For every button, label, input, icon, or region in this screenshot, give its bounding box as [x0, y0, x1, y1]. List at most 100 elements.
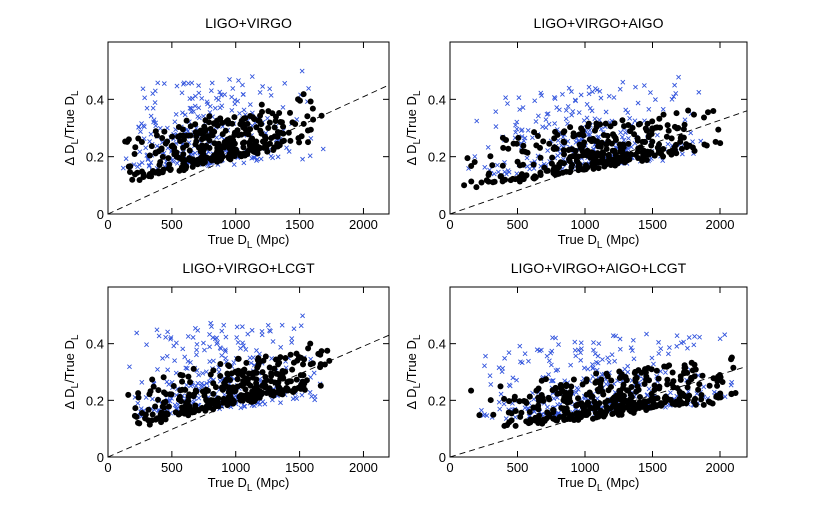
dot-point — [635, 154, 642, 161]
cross-point — [717, 336, 723, 342]
cross-point — [221, 322, 227, 328]
dot-point — [656, 115, 663, 122]
dot-point — [683, 144, 690, 151]
cross-point — [207, 344, 212, 350]
cross-point — [697, 334, 702, 340]
dot-point — [534, 133, 541, 140]
cross-point — [154, 143, 160, 149]
dot-point — [195, 159, 202, 166]
panel-title: LIGO+VIRGO+AIGO+LCGT — [511, 260, 687, 276]
dot-point — [255, 355, 262, 362]
dot-point — [590, 135, 597, 142]
dot-point — [226, 145, 233, 152]
dot-point — [189, 159, 196, 166]
cross-point — [171, 343, 177, 349]
dot-point — [550, 170, 557, 177]
dot-point — [185, 402, 192, 409]
cross-point — [184, 365, 190, 371]
cross-point — [199, 380, 205, 386]
cross-point — [627, 115, 633, 121]
dot-point — [256, 394, 263, 401]
dot-point — [678, 145, 685, 152]
dot-point — [620, 398, 627, 405]
dot-point — [179, 378, 186, 385]
dot-point — [664, 381, 671, 388]
cross-point — [679, 151, 685, 157]
dot-point — [634, 135, 641, 142]
dot-point — [237, 397, 244, 404]
dot-point — [561, 128, 568, 135]
cross-point — [298, 323, 304, 329]
dot-point — [161, 389, 168, 396]
dot-point — [230, 151, 237, 158]
cross-point — [192, 103, 198, 109]
cross-point — [513, 129, 519, 135]
dot-point — [251, 148, 258, 155]
dot-point — [500, 144, 507, 151]
cross-point — [223, 334, 229, 340]
dot-point — [700, 401, 707, 408]
dot-point — [518, 409, 525, 416]
cross-point — [234, 335, 240, 340]
cross-point — [524, 155, 530, 161]
cross-point — [592, 351, 598, 357]
dot-point — [576, 131, 583, 138]
cross-point — [552, 121, 558, 126]
cross-point — [194, 347, 200, 353]
cross-point — [173, 111, 179, 117]
dot-point — [603, 141, 610, 148]
cross-point — [210, 358, 216, 364]
dot-point — [300, 381, 307, 388]
dot-point — [651, 400, 658, 407]
dot-point — [717, 140, 724, 147]
cross-point — [207, 359, 213, 364]
dot-point — [503, 137, 510, 144]
cross-point — [635, 100, 641, 106]
dot-point — [264, 148, 271, 155]
cross-point — [260, 84, 266, 89]
cross-point — [609, 352, 615, 358]
x-tick-label: 1000 — [571, 217, 600, 232]
y-tick-label: 0 — [97, 450, 104, 465]
cross-point — [599, 357, 605, 362]
dot-point — [161, 415, 168, 422]
dot-point — [680, 126, 687, 133]
dot-point — [589, 160, 596, 167]
cross-point — [268, 92, 274, 98]
dot-point — [654, 124, 661, 131]
dot-point — [251, 115, 258, 122]
dot-point — [530, 161, 537, 168]
dot-point — [664, 376, 671, 383]
dot-point — [193, 138, 200, 145]
dot-point — [573, 402, 580, 409]
dot-point — [537, 154, 544, 161]
dot-point — [601, 411, 608, 418]
dot-point — [681, 121, 688, 128]
cross-point — [279, 322, 285, 328]
dot-point — [231, 140, 238, 147]
cross-point — [236, 78, 241, 83]
dot-point — [681, 369, 688, 376]
panel-title: LIGO+VIRGO — [205, 15, 292, 31]
dot-point — [530, 174, 537, 181]
cross-point — [654, 132, 660, 138]
cross-point — [182, 354, 188, 360]
dot-point — [646, 377, 653, 384]
cross-point — [605, 355, 611, 361]
dot-point — [145, 406, 152, 413]
cross-point — [625, 363, 631, 369]
dot-point — [180, 151, 187, 158]
dot-point — [645, 134, 652, 141]
cross-point — [572, 347, 578, 353]
dot-point — [642, 404, 649, 411]
cross-point — [505, 101, 510, 106]
cross-point — [168, 336, 173, 342]
cross-point — [311, 370, 317, 376]
dot-point — [158, 145, 165, 152]
cross-point — [214, 335, 220, 341]
dot-point — [148, 173, 155, 180]
dot-point — [268, 378, 275, 385]
dot-point — [610, 402, 617, 409]
dot-point — [648, 366, 655, 373]
dot-point — [187, 379, 194, 386]
